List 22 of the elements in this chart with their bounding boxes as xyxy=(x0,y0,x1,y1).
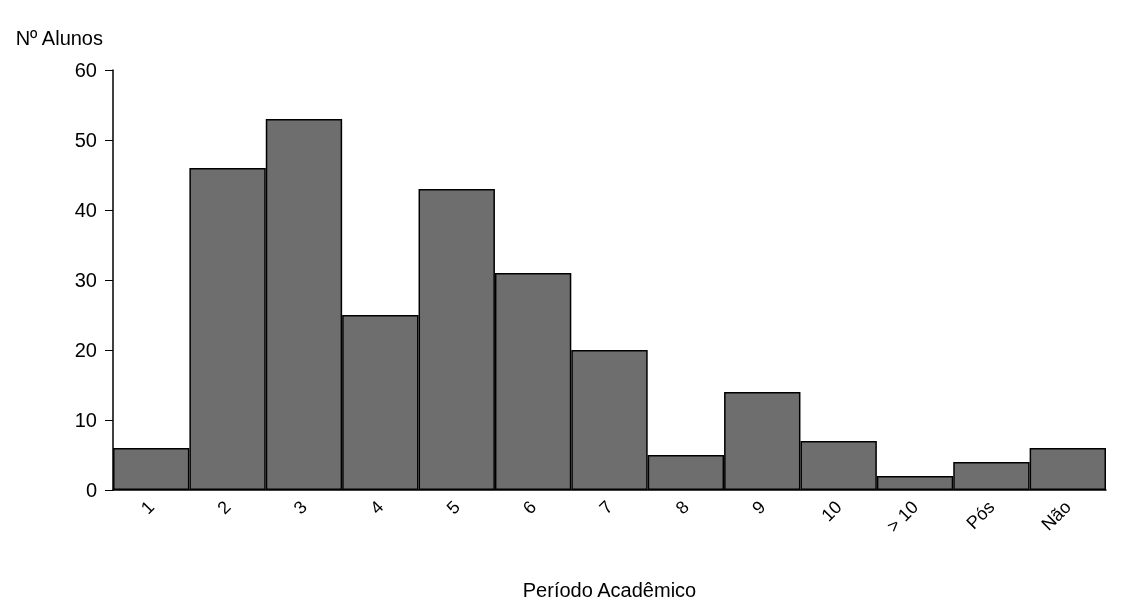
x-tick-label: 9 xyxy=(748,496,770,519)
y-tick-label: 10 xyxy=(74,409,97,431)
x-tick-label: 8 xyxy=(671,496,693,519)
y-axis-title: Nº Alunos xyxy=(15,27,103,49)
x-tick-label: 3 xyxy=(289,496,312,519)
x-tick-label: 2 xyxy=(213,496,235,519)
x-axis-title: Período Acadêmico xyxy=(522,579,697,601)
x-tick-label: 10 xyxy=(817,496,846,526)
x-tick-label: Não xyxy=(1037,496,1075,535)
x-tick-label: 1 xyxy=(137,496,159,519)
x-tick-label: Pós xyxy=(962,496,999,533)
y-tick-label: 0 xyxy=(85,479,97,501)
x-tick-label: 4 xyxy=(366,496,388,519)
x-tick-label: 5 xyxy=(442,496,464,519)
y-tick-label: 60 xyxy=(74,59,97,81)
y-tick-label: 40 xyxy=(74,199,97,221)
y-tick-label: 50 xyxy=(74,129,97,151)
x-tick-label: 7 xyxy=(595,496,617,519)
x-tick-label: 6 xyxy=(518,496,541,519)
y-tick-label: 20 xyxy=(74,339,97,361)
x-tick-label: > 10 xyxy=(882,496,923,537)
y-tick-label: 30 xyxy=(74,269,97,291)
